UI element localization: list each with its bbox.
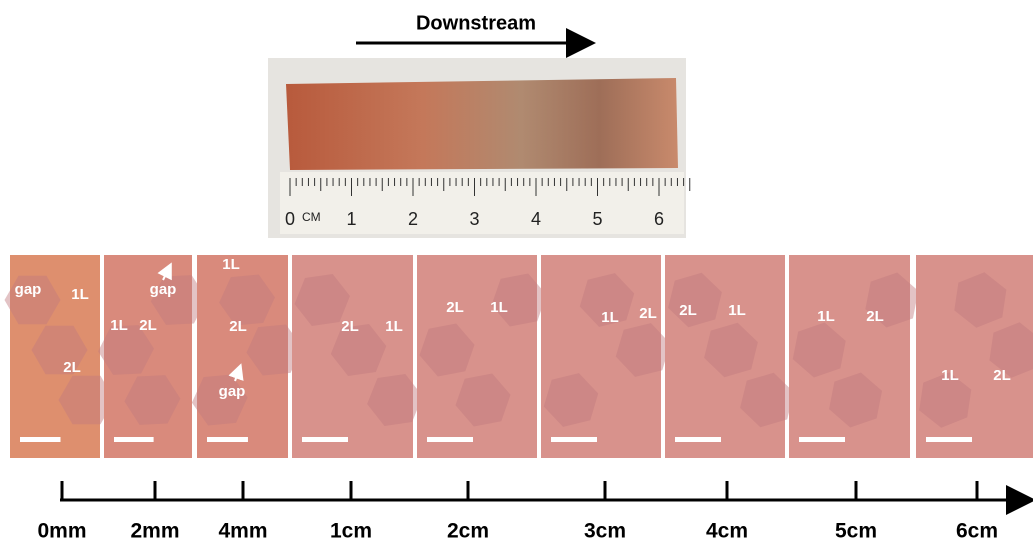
axis-label: 5cm [835, 520, 877, 543]
ruler-label: 6 [654, 209, 664, 229]
layer-label: 1L [110, 317, 128, 334]
axis-label: 2mm [130, 520, 179, 543]
ruler-label: 1 [346, 209, 356, 229]
ruler-label: 5 [592, 209, 602, 229]
scale-bar [114, 437, 154, 442]
layer-label: 2L [341, 318, 359, 335]
axis-label: 6cm [956, 520, 998, 543]
layer-label: 2L [993, 367, 1011, 384]
axis-label: 2cm [447, 520, 489, 543]
axis-label: 1cm [330, 520, 372, 543]
layer-label: 1L [490, 299, 508, 316]
layer-label: gap [150, 281, 177, 298]
axis-label: 0mm [37, 520, 86, 543]
layer-label: 2L [446, 299, 464, 316]
scale-bar [799, 437, 845, 442]
layer-label: 1L [941, 367, 959, 384]
axis-label: 3cm [584, 520, 626, 543]
scale-bar [207, 437, 248, 442]
ruler [280, 172, 684, 234]
layer-label: 1L [71, 286, 89, 303]
scale-bar [551, 437, 597, 442]
scale-bar [302, 437, 348, 442]
ruler-label: 0 [285, 209, 295, 229]
ruler-label: 2 [408, 209, 418, 229]
scale-bar [427, 437, 473, 442]
layer-label: 2L [639, 305, 657, 322]
scale-bar [20, 437, 61, 442]
layer-label: 2L [63, 359, 81, 376]
axis-label: 4cm [706, 520, 748, 543]
scale-bar [926, 437, 972, 442]
layer-label: 1L [222, 256, 240, 273]
layer-label: 1L [728, 302, 746, 319]
layer-label: 1L [601, 309, 619, 326]
ruler-unit: CM [302, 210, 321, 224]
copper-foil [286, 78, 678, 170]
ruler-label: 3 [469, 209, 479, 229]
layer-label: 2L [679, 302, 697, 319]
figure: Downstream 0 1 2 3 4 5 6 CM gap 1L 2L gap 1L 2L 1L 2L ga… [0, 0, 1033, 543]
layer-label: 2L [229, 318, 247, 335]
scale-bar [675, 437, 721, 442]
axis-label: 4mm [218, 520, 267, 543]
ruler-label: 4 [531, 209, 541, 229]
layer-label: gap [219, 383, 246, 400]
layer-label: 2L [866, 308, 884, 325]
layer-label: 2L [139, 317, 157, 334]
layer-label: 1L [817, 308, 835, 325]
title: Downstream [416, 12, 536, 34]
layer-label: gap [15, 281, 42, 298]
layer-label: 1L [385, 318, 403, 335]
